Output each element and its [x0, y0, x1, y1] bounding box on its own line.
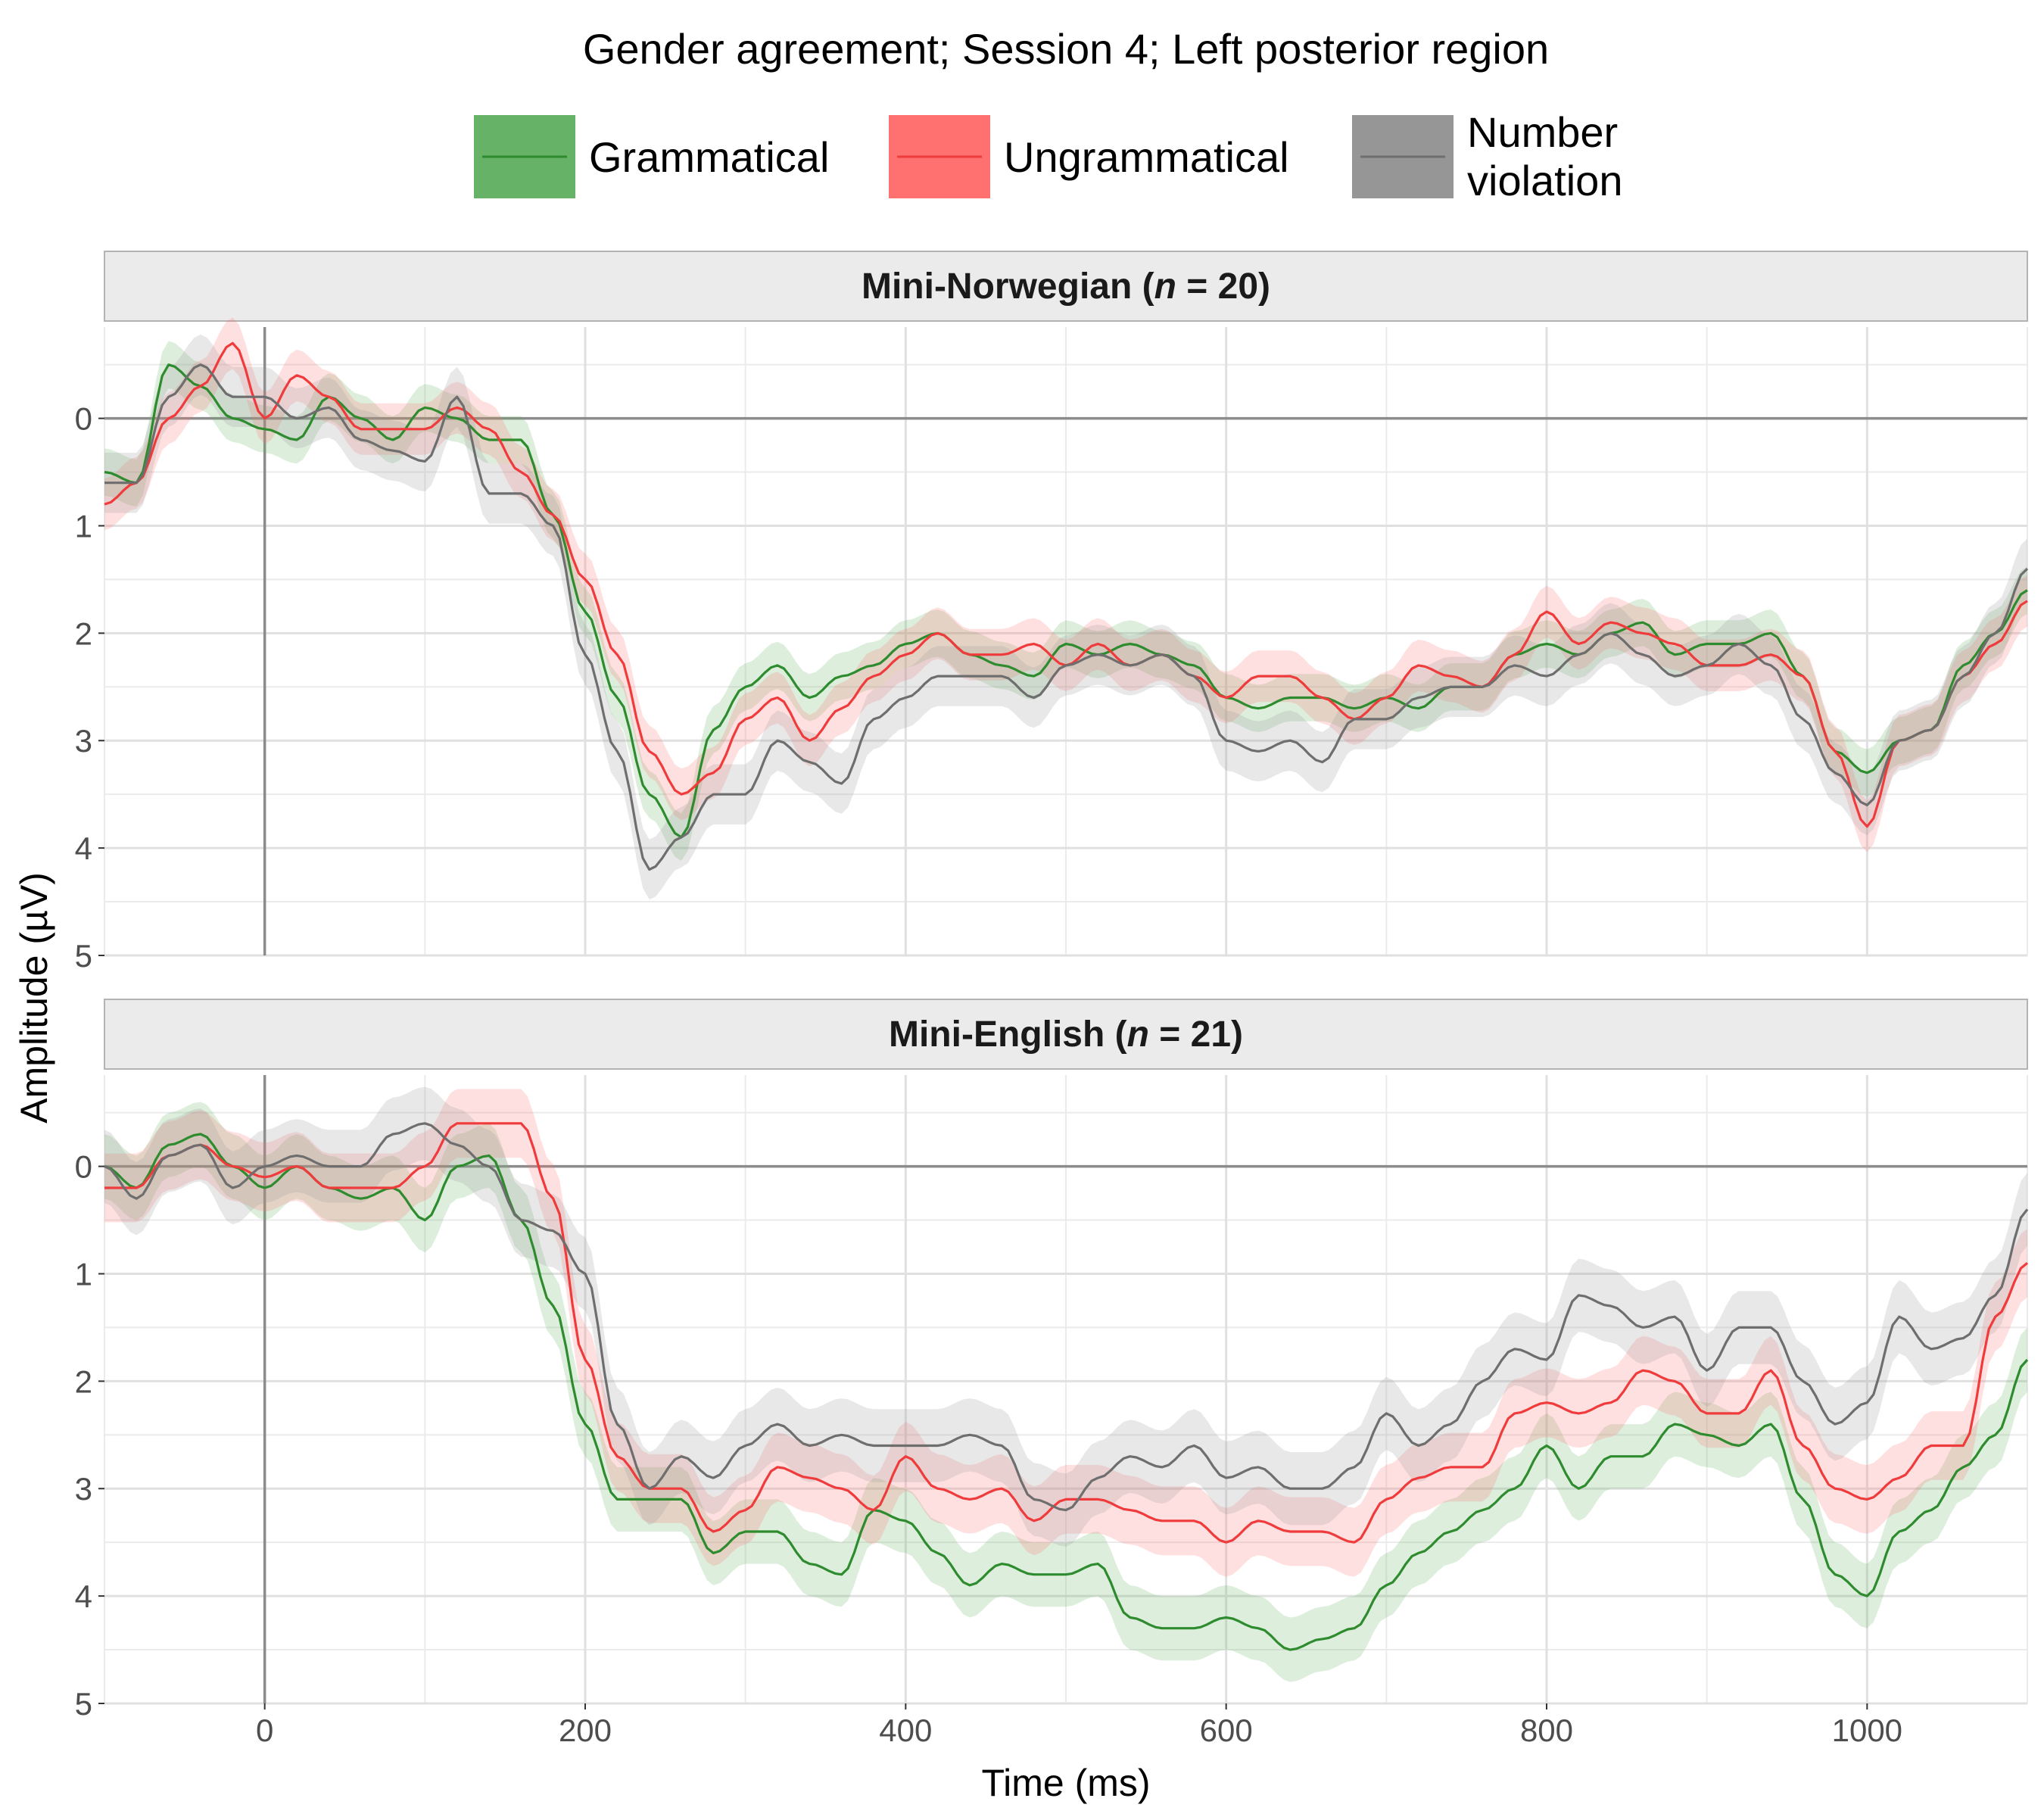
- legend: Grammatical Ungrammatical Number violati…: [474, 108, 1622, 204]
- y-tick-label: 1: [75, 1256, 92, 1292]
- y-tick-label: 2: [75, 616, 92, 651]
- legend-label-ungrammatical: Ungrammatical: [1004, 133, 1289, 181]
- legend-item-grammatical: Grammatical: [474, 115, 829, 198]
- ribbon-ungrammatical: [104, 1089, 2027, 1577]
- y-tick-label: 3: [75, 723, 92, 759]
- y-tick-label: 0: [75, 401, 92, 437]
- legend-label-grammatical: Grammatical: [589, 133, 829, 181]
- x-tick-label: 400: [879, 1713, 932, 1748]
- ribbon-number-violation: [104, 334, 2027, 900]
- x-tick-label: 800: [1520, 1713, 1573, 1748]
- y-tick-label: 1: [75, 508, 92, 544]
- y-tick-label: 2: [75, 1364, 92, 1399]
- series-line-grammatical: [104, 1133, 2029, 1651]
- plot-area: 0 1 2 3 4 5: [75, 317, 2029, 974]
- x-tick-label: 1000: [1832, 1713, 1902, 1748]
- y-tick-label: 5: [75, 938, 92, 974]
- x-tick-label: 0: [256, 1713, 273, 1748]
- y-tick-label: 4: [75, 1579, 92, 1614]
- ribbon-grammatical: [104, 341, 2027, 862]
- y-tick-label: 4: [75, 831, 92, 866]
- x-axis: 0 200 400 600 800 1000: [256, 1703, 1902, 1748]
- legend-item-number-violation: Number violation: [1352, 108, 1622, 204]
- y-tick-label: 5: [75, 1686, 92, 1722]
- panel-mini-english: Mini-English (n = 21) 0 1 2 3 4 5: [75, 999, 2029, 1722]
- y-axis-title: Amplitude (µV): [13, 872, 55, 1124]
- ribbon-ungrammatical: [104, 317, 2027, 852]
- chart-title: Gender agreement; Session 4; Left poster…: [583, 25, 1549, 73]
- y-tick-label: 0: [75, 1149, 92, 1185]
- x-tick-label: 600: [1200, 1713, 1253, 1748]
- x-axis-title: Time (ms): [981, 1762, 1150, 1804]
- series-line-grammatical: [104, 363, 2028, 839]
- legend-item-ungrammatical: Ungrammatical: [889, 115, 1289, 198]
- legend-label-number-violation-line2: violation: [1467, 157, 1622, 204]
- series-line-number-violation: [104, 1122, 2029, 1512]
- strip-label: Mini-English (n = 21): [889, 1014, 1243, 1055]
- strip-background: [104, 999, 2028, 1070]
- y-tick-label: 3: [75, 1471, 92, 1507]
- strip-background: [104, 251, 2028, 322]
- ribbon-number-violation: [104, 1086, 2027, 1547]
- series-line-number-violation: [104, 363, 2029, 871]
- x-tick-label: 200: [559, 1713, 612, 1748]
- panel-mini-norwegian: Mini-Norwegian (n = 20) 0 1 2 3 4 5: [75, 251, 2029, 974]
- plot-area: 0 1 2 3 4 5: [75, 1075, 2029, 1722]
- strip-label: Mini-Norwegian (n = 20): [862, 266, 1270, 307]
- legend-label-number-violation: Number: [1467, 108, 1618, 156]
- ribbon-grammatical: [104, 1102, 2027, 1682]
- series-line-ungrammatical: [104, 1122, 2028, 1544]
